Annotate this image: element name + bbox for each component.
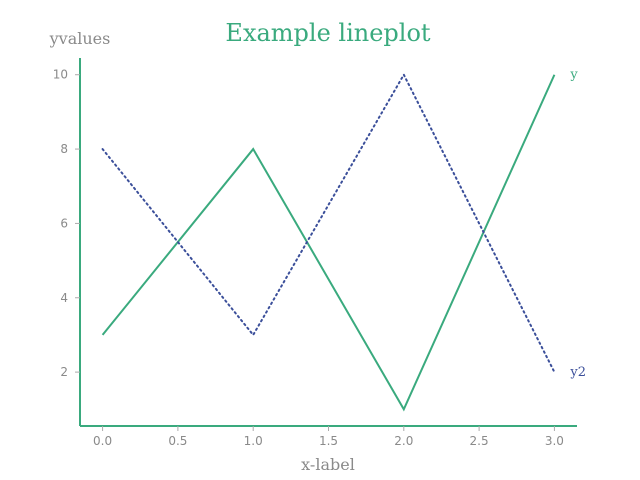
y-tick-label: 8 <box>60 142 68 156</box>
y-tick-label: 10 <box>53 68 68 82</box>
y-axis-label: yvalues <box>49 29 111 48</box>
y-tick-label: 2 <box>60 365 68 379</box>
x-tick-label: 0.5 <box>168 434 187 448</box>
y-tick-label: 4 <box>60 291 68 305</box>
series-line-y2 <box>101 72 556 374</box>
x-tick-label: 1.5 <box>319 434 338 448</box>
x-tick-label: 2.0 <box>394 434 413 448</box>
x-axis-label: x-label <box>301 455 355 474</box>
x-tick-label: 0.0 <box>93 434 112 448</box>
series-group <box>101 72 556 412</box>
axis-ticks: 0.0 0.5 1.0 1.5 2.0 2.5 3.0 2 4 6 8 10 <box>53 68 564 448</box>
x-tick-label: 2.5 <box>470 434 489 448</box>
x-tick-label: 1.0 <box>244 434 263 448</box>
y-tick-label: 6 <box>60 216 68 230</box>
x-tick-label: 3.0 <box>545 434 564 448</box>
series-label-y: y <box>569 68 578 83</box>
series-line-y <box>101 74 556 412</box>
series-label-y2: y2 <box>569 365 586 380</box>
series-labels: y y2 <box>569 68 586 380</box>
chart-title: Example lineplot <box>225 19 430 47</box>
